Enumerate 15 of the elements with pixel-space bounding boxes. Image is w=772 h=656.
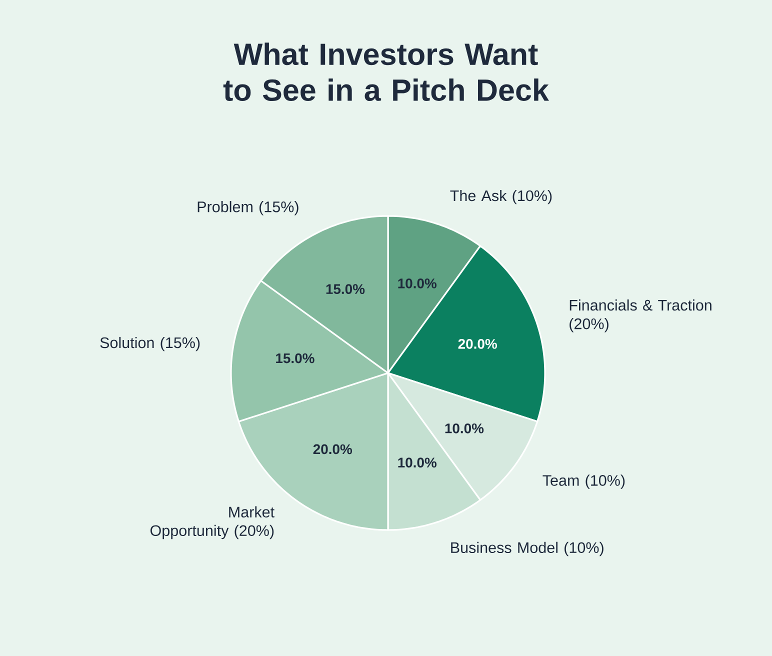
slice-label: The Ask (10%) <box>450 190 552 204</box>
data-label: 15.0% <box>326 284 365 294</box>
data-label: 15.0% <box>276 353 314 364</box>
data-label: 10.0% <box>398 278 436 288</box>
data-label: 10.0% <box>398 458 436 468</box>
slice-label: Solution (15%) <box>100 336 200 352</box>
slice-label: Business Model (10%) <box>451 542 604 556</box>
slice-label: Problem (15%) <box>198 201 298 216</box>
data-label: 20.0% <box>458 338 497 349</box>
data-label: 20.0% <box>313 444 352 454</box>
data-label: 10.0% <box>445 423 484 434</box>
chart-title: What Investors Want to See in a Pitch Deck <box>223 42 549 101</box>
slice-label: Team (10%) <box>542 474 625 489</box>
slice-label: Financials & Traction (20%) <box>570 299 712 332</box>
slice-label: Market Opportunity (20%) <box>150 506 274 540</box>
